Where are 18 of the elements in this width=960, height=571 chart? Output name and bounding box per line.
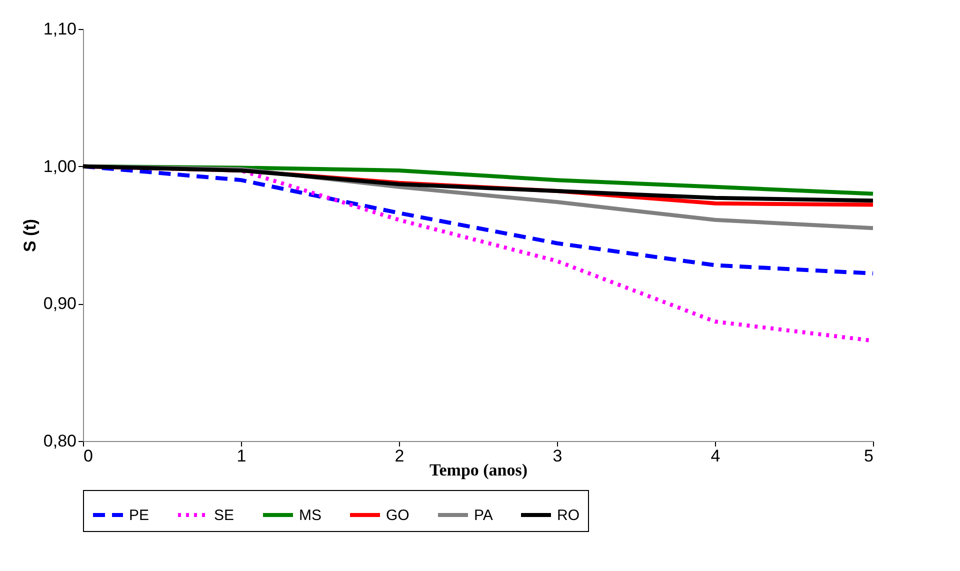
legend-label: PA: [474, 507, 493, 524]
y-tick-label: 0,80: [43, 432, 76, 450]
x-tick-label: 2: [394, 446, 404, 466]
legend-label: GO: [386, 507, 410, 524]
y-axis-title: S (t): [20, 218, 40, 252]
x-axis-title: Tempo (anos): [429, 460, 528, 480]
x-tick-label: 3: [552, 446, 562, 466]
y-tick-label: 1,00: [43, 156, 76, 176]
legend-label: PE: [129, 507, 150, 524]
x-tick-label: 4: [710, 446, 720, 466]
y-tick-label: 0,90: [43, 294, 76, 314]
legend-label: SE: [214, 507, 234, 524]
legend-label: RO: [557, 507, 580, 524]
x-tick-label: 5: [864, 446, 874, 466]
y-tick-label: 1,10: [43, 20, 76, 38]
x-tick-label: 0: [84, 446, 93, 466]
x-tick-label: 1: [236, 446, 246, 466]
legend-label: MS: [299, 507, 322, 524]
